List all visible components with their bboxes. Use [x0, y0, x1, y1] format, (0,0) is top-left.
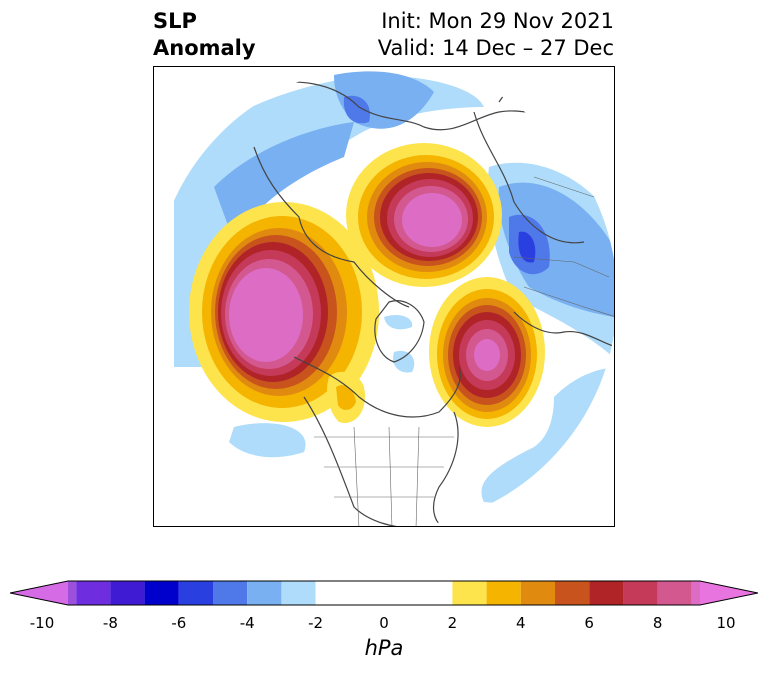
- colorbar-tick-label: 10: [716, 614, 736, 632]
- colorbar-tick-label: -8: [102, 614, 118, 632]
- colorbar-over-arrow: [700, 581, 758, 605]
- colorbar-tick-label: 0: [379, 614, 389, 632]
- colorbar-bin: [110, 581, 145, 605]
- colorbar-tick-label: 2: [447, 614, 458, 632]
- colorbar-tick-label: -4: [239, 614, 255, 632]
- colorbar-bin: [281, 581, 316, 605]
- colorbar-bin: [520, 581, 555, 605]
- colorbar-bin: [144, 581, 179, 605]
- positive-anomaly-shading: [189, 143, 545, 427]
- colorbar-tick-label: 6: [584, 614, 594, 632]
- colorbar-under-arrow: [10, 581, 68, 605]
- colorbar-tick-label: 4: [516, 614, 526, 632]
- colorbar-bin: [589, 581, 624, 605]
- colorbar-bin: [76, 581, 111, 605]
- colorbar-bin: [623, 581, 658, 605]
- valid-date-label: Valid: 14 Dec – 27 Dec: [377, 36, 614, 60]
- colorbar-bin: [486, 581, 521, 605]
- colorbar-tick-label: -2: [308, 614, 324, 632]
- colorbar-bin: [68, 581, 77, 605]
- colorbar-bin: [213, 581, 248, 605]
- colorbar-bin: [555, 581, 590, 605]
- colorbar-unit-label: hPa: [364, 636, 404, 660]
- title-variable-line2: Anomaly: [153, 36, 256, 60]
- colorbar-tick-label: 8: [652, 614, 663, 632]
- colorbar-bins: [68, 581, 700, 605]
- plot-title-dates: Init: Mon 29 Nov 2021 Valid: 14 Dec – 27…: [378, 8, 614, 62]
- slp-anomaly-map: [154, 67, 614, 526]
- colorbar-tick-label: -6: [171, 614, 187, 632]
- polar-map: [153, 66, 615, 527]
- colorbar-bin: [657, 581, 692, 605]
- plot-title-variable: SLP Anomaly: [153, 8, 256, 62]
- colorbar: [10, 580, 758, 606]
- title-variable-line1: SLP: [153, 9, 197, 33]
- colorbar-bin: [452, 581, 487, 605]
- political-borders: [314, 176, 614, 526]
- init-date-label: Init: Mon 29 Nov 2021: [381, 9, 614, 33]
- colorbar-bin: [247, 581, 282, 605]
- colorbar-bin: [178, 581, 213, 605]
- negative-anomaly-shading: [174, 71, 614, 504]
- colorbar-bin: [315, 581, 453, 605]
- colorbar-tick-label: -10: [29, 614, 55, 632]
- colorbar-bin: [691, 581, 700, 605]
